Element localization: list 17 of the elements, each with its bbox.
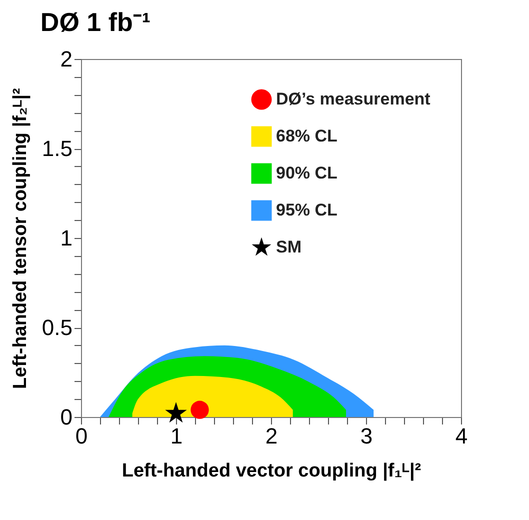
y-tick-label: 1.5 (42, 136, 72, 161)
legend-label: 95% CL (276, 200, 338, 220)
x-tick-label: 1 (170, 424, 183, 448)
y-tick-label: 2 (60, 46, 72, 72)
y-tick-label: 1 (60, 226, 72, 250)
x-tick-label: 4 (455, 424, 468, 448)
legend-label: SM (276, 238, 302, 256)
x-axis-title: Left-handed vector coupling |f₁ᴸ|² (122, 460, 422, 482)
y-tick-label: 0 (60, 404, 72, 430)
chart-title: DØ 1 fb⁻¹ (40, 7, 151, 37)
x-tick-label: 3 (360, 424, 373, 448)
y-axis-title: Left-handed tensor coupling |f₂ᴸ|² (10, 88, 31, 389)
y-tick-label: 0.5 (42, 315, 72, 340)
legend-label: 90% CL (276, 164, 338, 182)
x-tick-label: 2 (265, 424, 278, 448)
legend-label: 68% CL (276, 126, 338, 146)
legend-label: DØ’s measurement (276, 90, 431, 108)
